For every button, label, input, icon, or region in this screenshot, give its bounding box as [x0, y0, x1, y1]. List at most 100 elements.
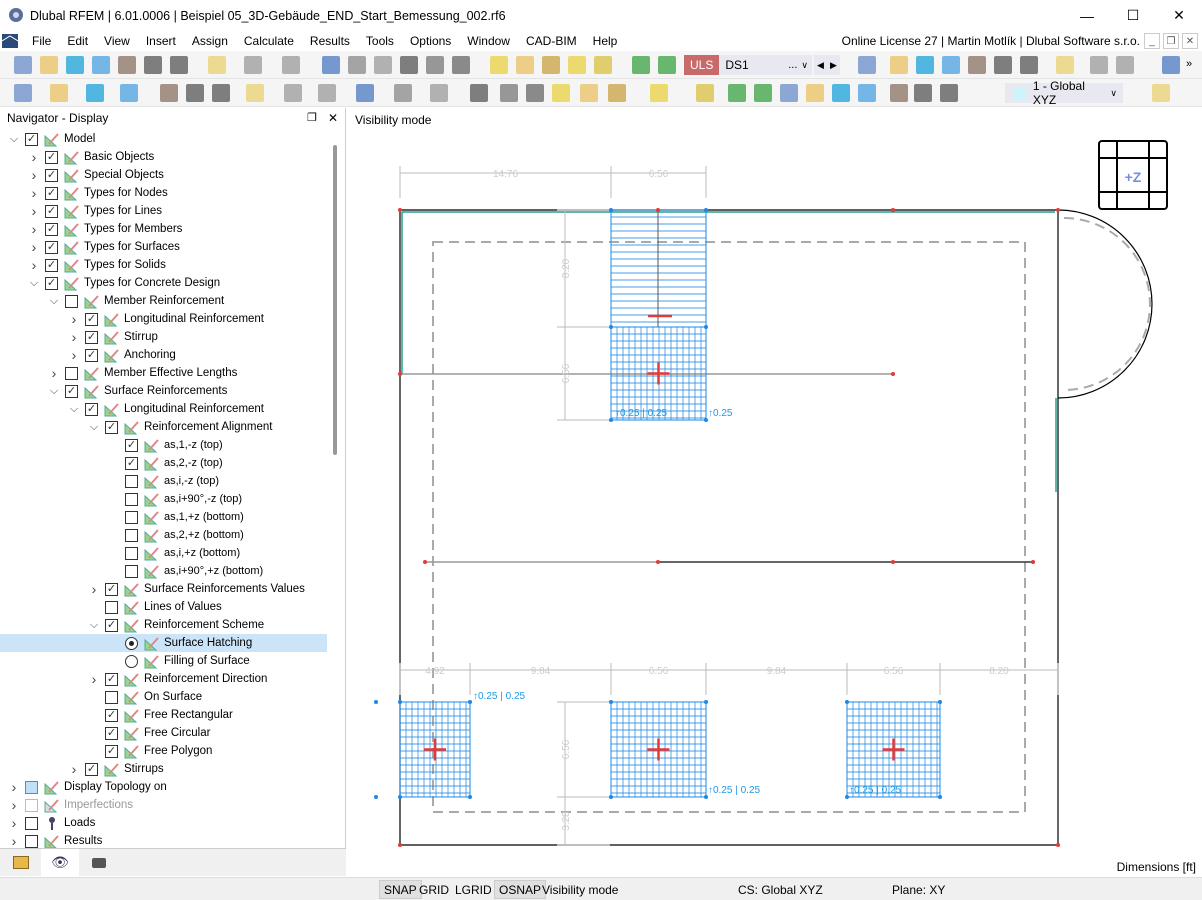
menu-options[interactable]: Options [409, 34, 452, 48]
menu-help[interactable]: Help [592, 34, 618, 48]
checkbox[interactable] [105, 690, 118, 704]
toolbar-button[interactable] [580, 84, 598, 102]
chevron-down-icon[interactable]: ⌵ [9, 132, 19, 145]
checkbox[interactable]: ✓ [45, 258, 58, 272]
menu-file[interactable]: File [32, 34, 52, 48]
tab-views[interactable] [80, 849, 118, 876]
mdi-close-button[interactable]: ✕ [1182, 33, 1198, 49]
checkbox[interactable]: ✓ [125, 438, 138, 452]
tree-item[interactable]: as,i+90°,-z (top) [0, 490, 327, 508]
tree-item[interactable]: as,1,+z (bottom) [0, 508, 327, 526]
model-viewport[interactable]: +Z 14.76 6.56 8.20 6.56 4.92 9.84 6.56 9.84 6.56… [347, 128, 1202, 876]
toolbar-button[interactable] [246, 84, 264, 102]
tree-item[interactable]: › ✓ Stirrups [0, 760, 327, 778]
tree-item[interactable]: ⌵ Member Reinforcement [0, 292, 327, 310]
navigator-scrollbar[interactable] [333, 145, 337, 455]
checkbox[interactable]: ✓ [85, 312, 98, 326]
toolbar-button[interactable] [284, 84, 302, 102]
tree-item[interactable]: ⌵ ✓ Reinforcement Scheme [0, 616, 327, 634]
checkbox[interactable] [65, 294, 78, 308]
tree-item[interactable]: ⌵ ✓ Longitudinal Reinforcement [0, 400, 327, 418]
toolbar-button[interactable] [322, 56, 340, 74]
toolbar-button[interactable] [244, 56, 262, 74]
checkbox[interactable]: ✓ [105, 582, 118, 596]
coordinate-system-combo[interactable]: 1 - Global XYZ ∨ [1005, 79, 1123, 107]
checkbox[interactable] [125, 492, 138, 506]
tree-item[interactable]: › Member Effective Lengths [0, 364, 327, 382]
tree-item[interactable]: › ✓ Types for Nodes [0, 184, 327, 202]
toolbar-button[interactable] [806, 84, 824, 102]
toolbar-button[interactable] [356, 84, 374, 102]
toolbar-button[interactable] [160, 84, 178, 102]
chevron-down-icon[interactable]: ⌵ [69, 402, 79, 415]
checkbox[interactable]: ✓ [85, 402, 98, 416]
toolbar-overflow[interactable]: » [1186, 58, 1193, 70]
checkbox[interactable]: ✓ [45, 150, 58, 164]
checkbox[interactable] [125, 528, 138, 542]
toolbar-button[interactable] [426, 56, 444, 74]
toolbar-button[interactable] [608, 84, 626, 102]
menu-edit[interactable]: Edit [67, 34, 89, 48]
checkbox[interactable]: ✓ [125, 456, 138, 470]
toolbar-button[interactable] [516, 56, 534, 74]
tree-item[interactable]: › ✓ Reinforcement Direction [0, 670, 327, 688]
checkbox[interactable]: ✓ [85, 330, 98, 344]
tree-item[interactable]: Filling of Surface [0, 652, 327, 670]
menu-assign[interactable]: Assign [191, 34, 228, 48]
menu-tools[interactable]: Tools [365, 34, 394, 48]
toolbar-button[interactable] [658, 56, 676, 74]
tree-item[interactable]: › Results [0, 832, 327, 850]
toolbar-button[interactable] [1090, 56, 1108, 74]
tree-item[interactable]: ✓ as,1,-z (top) [0, 436, 327, 454]
tree-item[interactable]: ✓ Free Rectangular [0, 706, 327, 724]
toolbar-button[interactable] [282, 56, 300, 74]
toolbar-button[interactable] [940, 84, 958, 102]
tree-item[interactable]: › Loads [0, 814, 327, 832]
checkbox[interactable]: ✓ [105, 672, 118, 686]
toolbar-button[interactable] [832, 84, 850, 102]
snap-toggle[interactable]: SNAP [379, 880, 422, 899]
chevron-right-icon[interactable]: › [11, 815, 17, 831]
menu-calculate[interactable]: Calculate [243, 34, 294, 48]
toolbar-button[interactable] [394, 84, 412, 102]
checkbox[interactable]: ✓ [105, 420, 118, 434]
toolbar-button[interactable] [696, 84, 714, 102]
tab-display[interactable]: 👁 [41, 849, 79, 876]
tree-item[interactable]: ⌵ ✓ Model [0, 130, 327, 148]
chevron-down-icon[interactable]: ⌵ [29, 276, 39, 289]
mdi-restore-button[interactable]: ❐ [1163, 33, 1179, 49]
tree-item[interactable]: ⌵ ✓ Surface Reinforcements [0, 382, 327, 400]
tree-item[interactable]: ✓ Free Polygon [0, 742, 327, 760]
toolbar-button[interactable] [650, 84, 668, 102]
toolbar-button[interactable] [914, 84, 932, 102]
toolbar-button[interactable] [890, 84, 908, 102]
lgrid-toggle[interactable]: LGRID [455, 882, 492, 897]
tree-item[interactable]: › ✓ Special Objects [0, 166, 327, 184]
toolbar-button[interactable] [144, 56, 162, 74]
chevron-right-icon[interactable]: › [71, 311, 77, 327]
tree-item[interactable]: › ✓ Types for Solids [0, 256, 327, 274]
menu-cad-bim[interactable]: CAD-BIM [525, 34, 577, 48]
toolbar-button[interactable] [916, 56, 934, 74]
visibility-mode-toggle[interactable]: Visibility mode [542, 882, 619, 897]
tree-item[interactable]: as,2,+z (bottom) [0, 526, 327, 544]
toolbar-button[interactable] [728, 84, 746, 102]
checkbox[interactable] [25, 780, 38, 794]
checkbox[interactable]: ✓ [105, 708, 118, 722]
menu-insert[interactable]: Insert [145, 34, 176, 48]
chevron-right-icon[interactable]: › [11, 797, 17, 813]
toolbar-button[interactable] [1152, 84, 1170, 102]
tree-item[interactable]: Lines of Values [0, 598, 327, 616]
menu-results[interactable]: Results [309, 34, 350, 48]
checkbox[interactable] [125, 546, 138, 560]
tree-item[interactable]: ⌵ ✓ Reinforcement Alignment [0, 418, 327, 436]
checkbox[interactable]: ✓ [85, 762, 98, 776]
toolbar-button[interactable] [92, 56, 110, 74]
mdi-minimize-button[interactable]: _ [1144, 33, 1160, 49]
osnap-toggle[interactable]: OSNAP [494, 880, 547, 899]
chevron-right-icon[interactable]: › [71, 761, 77, 777]
checkbox[interactable]: ✓ [25, 132, 38, 146]
toolbar-button[interactable] [430, 84, 448, 102]
chevron-down-icon[interactable]: ⌵ [89, 618, 99, 631]
tree-item[interactable]: Surface Hatching [0, 634, 327, 652]
